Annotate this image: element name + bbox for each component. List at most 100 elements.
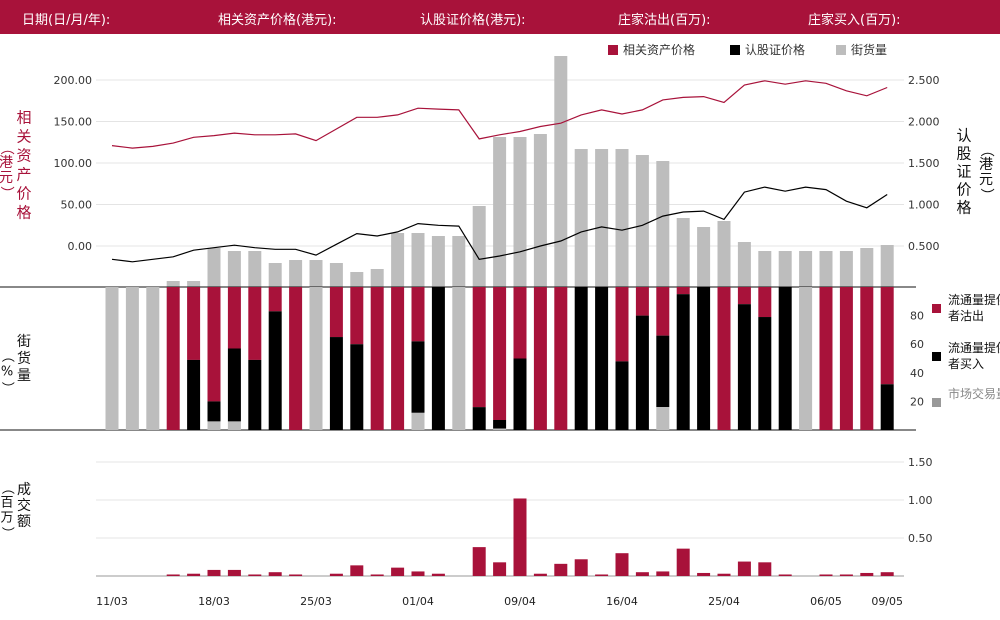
market-volume-bar xyxy=(105,287,119,430)
legend-label: 街货量 xyxy=(851,42,887,57)
street-volume-bar xyxy=(309,260,323,287)
turnover-bar xyxy=(370,574,384,576)
x-tick-label: 11/03 xyxy=(96,595,128,608)
y-mid-axis-title: 货 xyxy=(17,350,31,367)
lp-buy-bar xyxy=(676,294,690,430)
street-volume-bar xyxy=(697,227,711,287)
x-tick-label: 06/05 xyxy=(810,595,842,608)
street-volume-bar xyxy=(431,236,445,287)
turnover-bar xyxy=(391,567,405,576)
lp-sell-bar xyxy=(350,287,364,345)
street-volume-bar xyxy=(391,233,405,287)
y-left-axis-unit: （ xyxy=(0,141,14,155)
market-volume-bar xyxy=(207,421,221,430)
lp-sell-bar xyxy=(493,287,507,420)
lp-buy-bar xyxy=(411,341,425,413)
y-right-axis-title: 认 xyxy=(956,127,971,145)
y-right-axis-title: 证 xyxy=(956,163,971,181)
warrant-price-label: 认股证价格(港元): xyxy=(420,13,526,28)
street-volume-bar xyxy=(860,248,874,287)
x-tick-label: 25/03 xyxy=(300,595,332,608)
lp-buy-bar xyxy=(615,361,629,430)
market-volume-bar xyxy=(125,287,139,430)
street-volume-bar xyxy=(493,137,507,287)
market-volume-bar xyxy=(146,287,160,430)
lp-buy-bar xyxy=(574,287,588,430)
street-volume-bar xyxy=(513,137,527,287)
y-left-axis-title: 产 xyxy=(16,166,31,184)
turnover-bar xyxy=(595,574,609,576)
turnover-bar xyxy=(472,547,486,576)
street-volume-bar xyxy=(615,149,629,287)
lp-buy-bar xyxy=(656,335,670,408)
x-tick-label: 09/04 xyxy=(504,595,536,608)
y-left-axis-unit: ） xyxy=(0,186,14,200)
warrant-price-line xyxy=(111,186,888,263)
street-volume-bar xyxy=(574,149,588,287)
street-volume-bar xyxy=(248,251,262,287)
asset-price-line xyxy=(111,80,888,149)
y-mid-tick-label: 40 xyxy=(910,367,924,380)
y-left-axis-title: 资 xyxy=(16,147,31,165)
y-right-axis-unit: 港 xyxy=(979,157,993,173)
turnover-bar xyxy=(350,565,364,576)
legend-label: 相关资产价格 xyxy=(623,42,695,57)
y-right-axis-title: 股 xyxy=(956,145,971,163)
lp-sell-bar xyxy=(248,287,262,360)
turnover-bar xyxy=(737,561,751,576)
lp-buy-bar xyxy=(880,384,894,430)
y-mid-axis-unit: （ xyxy=(0,349,15,362)
street-volume-bar xyxy=(554,56,568,287)
market-volume-bar xyxy=(452,287,466,430)
lp-sell-bar xyxy=(411,287,425,342)
street-volume-bar xyxy=(268,263,282,287)
street-volume-bar xyxy=(778,251,792,287)
y-bottom-axis-unit: 万 xyxy=(0,511,13,526)
lp-buy-bar xyxy=(329,337,343,430)
lp-buy-bar xyxy=(248,359,262,430)
turnover-bar xyxy=(880,572,894,576)
lp-sell-bar xyxy=(717,287,731,430)
street-volume-bar xyxy=(411,233,425,287)
street-volume-bar xyxy=(452,236,466,287)
issuer-buy-label: 庄家买入(百万): xyxy=(808,13,901,28)
issuer-sell-label: 庄家沽出(百万): xyxy=(618,13,711,28)
street-volume-bar xyxy=(329,263,343,287)
mid-legend-swatch xyxy=(932,304,941,313)
turnover-bar xyxy=(656,571,670,576)
lp-sell-bar xyxy=(615,287,629,362)
turnover-bar xyxy=(778,574,792,576)
lp-sell-bar xyxy=(391,287,405,430)
street-volume-bar xyxy=(472,206,486,287)
turnover-bar xyxy=(268,572,282,576)
mid-legend-label: 者买入 xyxy=(948,357,984,371)
lp-buy-bar xyxy=(595,287,609,430)
y-left-axis-title: 价 xyxy=(16,185,31,203)
x-tick-label: 01/04 xyxy=(402,595,434,608)
y-left-tick-label: 200.00 xyxy=(54,74,93,87)
turnover-bar xyxy=(533,573,547,576)
turnover-bar xyxy=(697,572,711,576)
y-mid-axis-unit: ） xyxy=(0,381,15,394)
lp-buy-bar xyxy=(513,358,527,430)
lp-sell-bar xyxy=(166,287,180,430)
street-volume-bar xyxy=(880,245,894,287)
lp-sell-bar xyxy=(370,287,384,430)
street-volume-bar xyxy=(656,161,670,287)
lp-sell-bar xyxy=(289,287,303,430)
y-right-axis-title: 价 xyxy=(956,181,971,199)
turnover-bar xyxy=(329,573,343,576)
lp-sell-bar xyxy=(207,287,221,402)
y-mid-tick-label: 20 xyxy=(910,395,924,408)
mid-legend-label: 者沽出 xyxy=(948,309,984,323)
y-bottom-axis-title: 额 xyxy=(17,514,31,530)
street-volume-bar xyxy=(799,251,813,287)
street-volume-bar xyxy=(676,218,690,287)
turnover-bar xyxy=(554,563,568,576)
y-right-axis-title: 格 xyxy=(956,199,971,217)
lp-buy-bar xyxy=(207,401,221,422)
y-left-axis-title: 格 xyxy=(16,204,31,222)
y-bottom-tick-label: 1.50 xyxy=(908,456,933,469)
market-volume-bar xyxy=(656,407,670,430)
turnover-bar xyxy=(166,574,180,576)
